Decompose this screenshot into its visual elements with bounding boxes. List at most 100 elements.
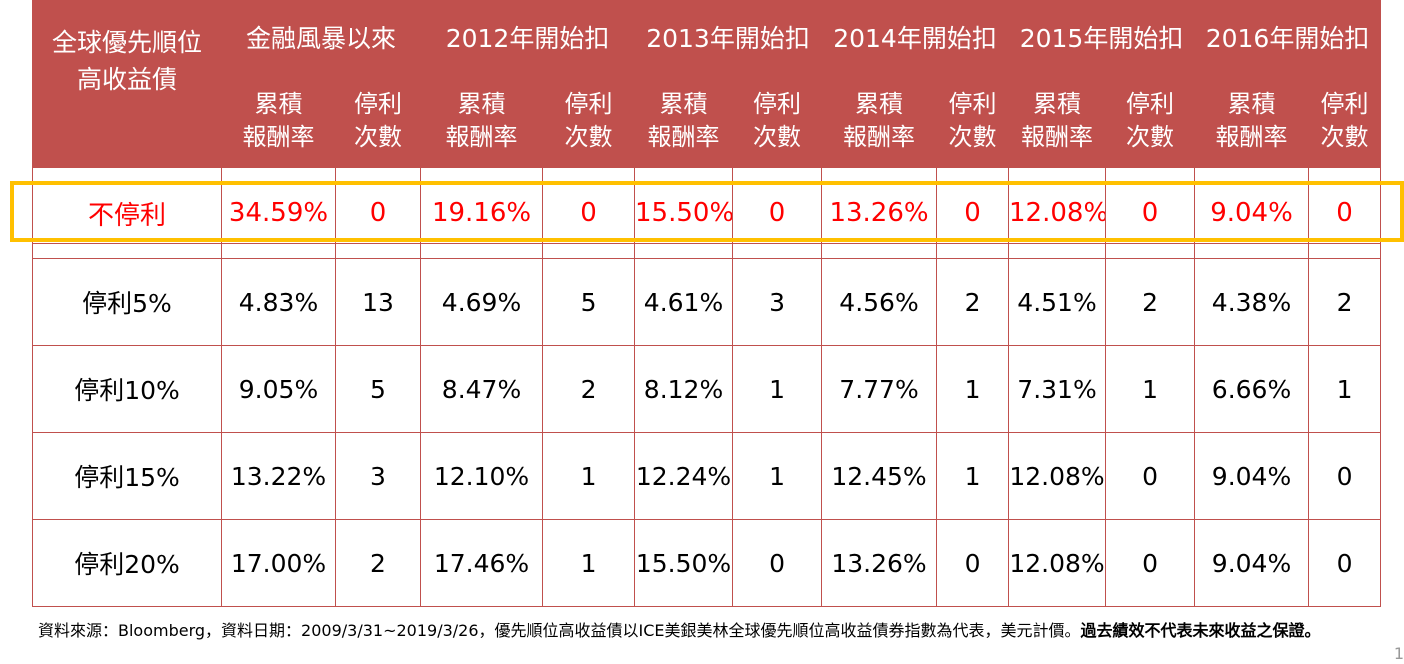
count-cell: 1	[732, 432, 823, 520]
table-row: 停利10% 9.05% 5 8.47% 2 8.12% 1 7.77% 1 7.31% 1 6.66%…	[32, 345, 1382, 433]
count-cell: 13	[334, 258, 422, 346]
count-cell: 0	[1105, 432, 1196, 520]
spacer-cell	[1105, 167, 1196, 183]
count-cell: 1	[936, 345, 1010, 433]
spacer-row	[32, 243, 1382, 259]
spacer-cell	[334, 243, 422, 259]
return-cell: 4.61%	[634, 258, 734, 346]
count-cell: 0	[1308, 519, 1382, 607]
return-cell: 7.77%	[821, 345, 938, 433]
group-header: 2014年開始扣	[821, 0, 1010, 74]
spacer-cell	[1308, 243, 1382, 259]
return-cell: 19.16%	[420, 182, 544, 244]
count-cell: 5	[542, 258, 636, 346]
return-cell: 8.12%	[634, 345, 734, 433]
return-cell: 13.26%	[821, 182, 938, 244]
count-cell: 3	[732, 258, 823, 346]
group-header: 2013年開始扣	[634, 0, 823, 74]
return-cell: 34.59%	[221, 182, 336, 244]
spacer-cell	[732, 243, 823, 259]
return-cell: 15.50%	[634, 182, 734, 244]
return-cell: 17.46%	[420, 519, 544, 607]
count-cell: 1	[936, 432, 1010, 520]
count-cell: 0	[1308, 182, 1382, 244]
return-cell: 9.04%	[1194, 432, 1310, 520]
count-cell: 0	[732, 519, 823, 607]
footnote-source: 資料來源：Bloomberg，資料日期：2009/3/31~2019/3/26，…	[38, 621, 1081, 640]
count-cell: 5	[334, 345, 422, 433]
footnote: 資料來源：Bloomberg，資料日期：2009/3/31~2019/3/26，…	[38, 619, 1358, 643]
spacer-cell	[1194, 167, 1310, 183]
count-cell: 3	[334, 432, 422, 520]
row-label: 停利15%	[32, 432, 222, 520]
count-cell: 1	[1308, 345, 1382, 433]
count-cell: 1	[542, 432, 636, 520]
return-cell: 17.00%	[221, 519, 336, 607]
subheader-return: 累積 報酬率	[634, 73, 734, 168]
return-cell: 15.50%	[634, 519, 734, 607]
corner-header: 全球優先順位 高收益債	[32, 0, 222, 168]
subheader-return: 累積 報酬率	[1008, 73, 1107, 168]
count-cell: 1	[542, 519, 636, 607]
spacer-cell	[936, 243, 1010, 259]
spacer-row	[32, 167, 1382, 183]
row-label: 不停利	[32, 182, 222, 244]
spacer-cell	[334, 167, 422, 183]
subheader-count: 停利 次數	[1308, 73, 1382, 168]
table-row: 停利5% 4.83% 13 4.69% 5 4.61% 3 4.56% 2 4.51% 2 4.38%…	[32, 258, 1382, 346]
spacer-cell	[1008, 243, 1107, 259]
return-cell: 9.05%	[221, 345, 336, 433]
subheader-count: 停利 次數	[1105, 73, 1196, 168]
return-cell: 12.10%	[420, 432, 544, 520]
subheader-count: 停利 次數	[732, 73, 823, 168]
count-cell: 0	[936, 182, 1010, 244]
subheader-count: 停利 次數	[936, 73, 1010, 168]
return-cell: 12.08%	[1008, 182, 1107, 244]
spacer-cell	[420, 167, 544, 183]
spacer-cell	[1194, 243, 1310, 259]
subheader-return: 累積 報酬率	[420, 73, 544, 168]
return-cell: 7.31%	[1008, 345, 1107, 433]
count-cell: 2	[1105, 258, 1196, 346]
return-cell: 4.83%	[221, 258, 336, 346]
count-cell: 2	[936, 258, 1010, 346]
count-cell: 0	[1308, 432, 1382, 520]
count-cell: 2	[542, 345, 636, 433]
group-header: 金融風暴以來	[220, 0, 422, 74]
table-row: 不停利 34.59% 0 19.16% 0 15.50% 0 13.26% 0 12.08% 0 9.…	[32, 182, 1382, 244]
count-cell: 0	[1105, 519, 1196, 607]
count-cell: 0	[542, 182, 636, 244]
count-cell: 2	[334, 519, 422, 607]
spacer-cell	[542, 243, 636, 259]
return-cell: 13.22%	[221, 432, 336, 520]
spacer-cell	[634, 167, 734, 183]
count-cell: 2	[1308, 258, 1382, 346]
spacer-cell	[221, 243, 336, 259]
table-row: 停利15% 13.22% 3 12.10% 1 12.24% 1 12.45% 1 12.08% 0…	[32, 432, 1382, 520]
group-header: 2012年開始扣	[420, 0, 636, 74]
return-cell: 12.45%	[821, 432, 938, 520]
spacer-cell	[32, 243, 222, 259]
spacer-cell	[732, 167, 823, 183]
spacer-cell	[634, 243, 734, 259]
subheader-return: 累積 報酬率	[1194, 73, 1310, 168]
spacer-cell	[32, 167, 222, 183]
return-cell: 4.51%	[1008, 258, 1107, 346]
count-cell: 1	[732, 345, 823, 433]
spacer-cell	[1008, 167, 1107, 183]
subheader-return: 累積 報酬率	[221, 73, 336, 168]
count-cell: 0	[732, 182, 823, 244]
spacer-cell	[936, 167, 1010, 183]
return-cell: 12.24%	[634, 432, 734, 520]
footnote-disclaimer: 過去績效不代表未來收益之保證。	[1080, 621, 1321, 640]
return-cell: 9.04%	[1194, 182, 1310, 244]
stop-profit-table: 全球優先順位 高收益債 金融風暴以來 2012年開始扣 2013年開始扣 2014…	[32, 0, 1382, 607]
group-header: 2016年開始扣	[1194, 0, 1382, 74]
row-label: 停利5%	[32, 258, 222, 346]
return-cell: 4.38%	[1194, 258, 1310, 346]
count-cell: 0	[936, 519, 1010, 607]
spacer-cell	[821, 167, 938, 183]
subheader-count: 停利 次數	[334, 73, 422, 168]
count-cell: 0	[1105, 182, 1196, 244]
